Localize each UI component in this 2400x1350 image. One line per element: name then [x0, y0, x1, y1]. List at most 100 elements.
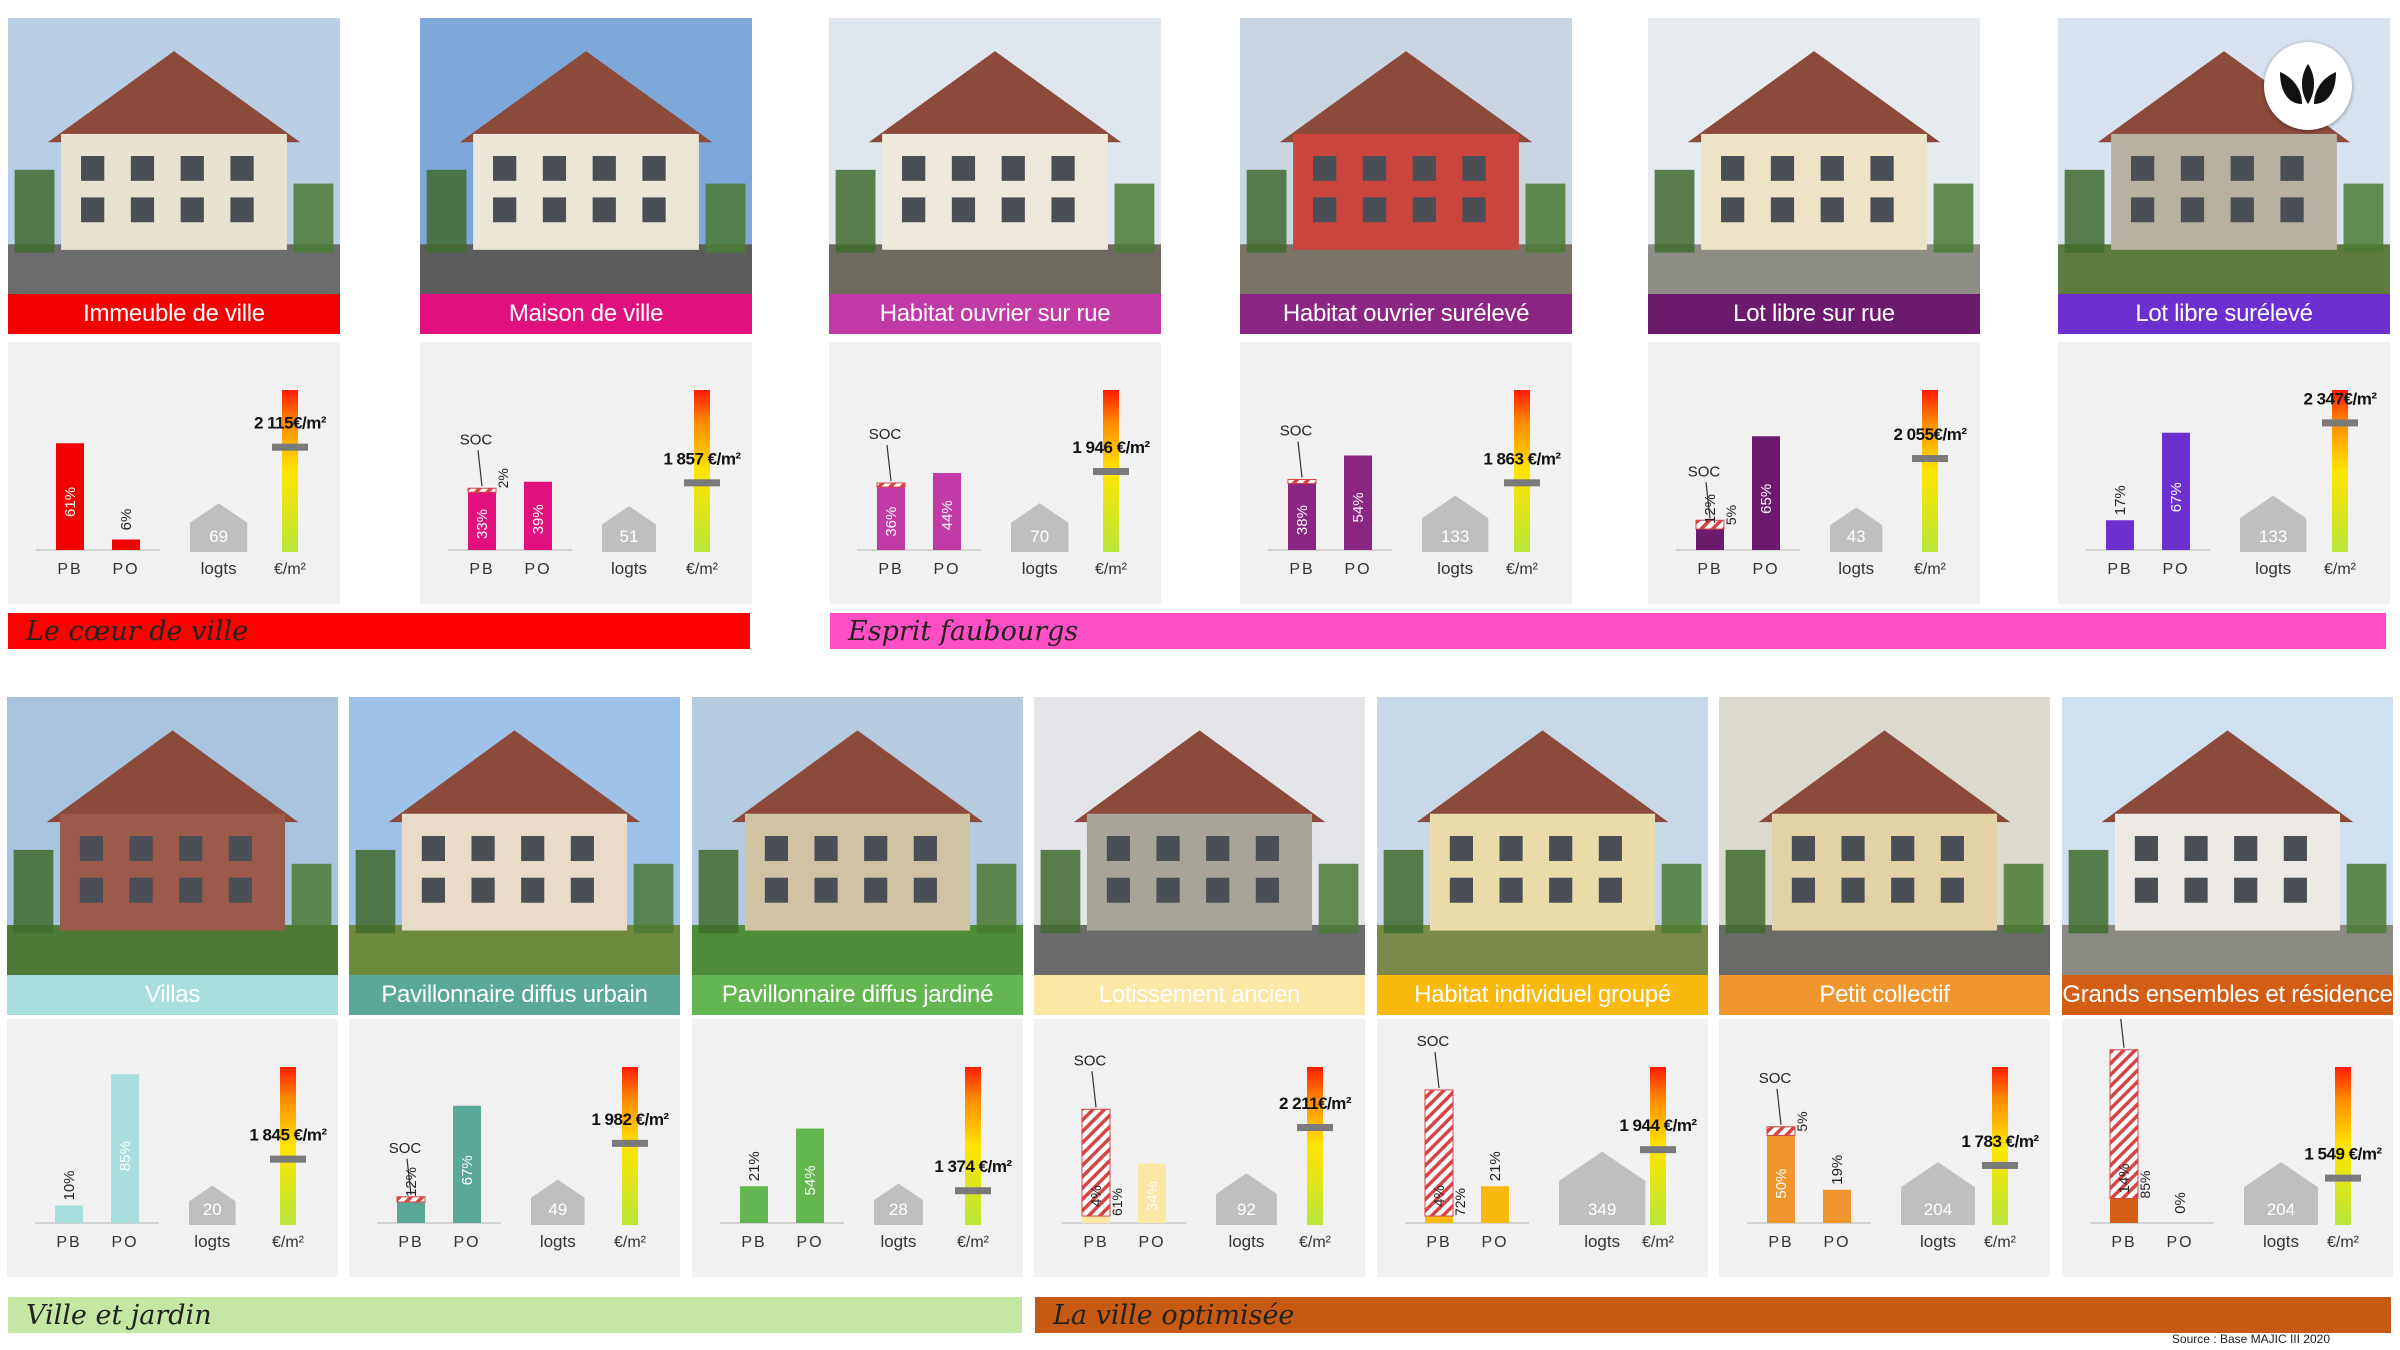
typology-title: Villas: [7, 975, 338, 1015]
soc-bar: [1424, 1089, 1454, 1217]
building-photo: [1240, 18, 1572, 294]
bar-value-label: 36%: [883, 507, 900, 537]
price-value: 1 374 €/m²: [934, 1157, 1012, 1176]
bar-value-label: 6%: [118, 509, 135, 531]
typology-card-lot-libre-sur-rue: Lot libre sur rue SOC 12% 65% 5% PB PO 43 logts 2…: [1648, 18, 1980, 604]
typology-title: Lot libre surélevé: [2058, 294, 2390, 334]
building-photo: [349, 697, 680, 975]
typology-title: Pavillonnaire diffus jardiné: [692, 975, 1023, 1015]
logements-label: logts: [1584, 1232, 1620, 1251]
house-icon: [1559, 1151, 1646, 1225]
price-marker: [270, 1155, 306, 1163]
building-photo: [7, 697, 338, 975]
pb-bar: [2106, 520, 2134, 550]
house-icon: [1901, 1162, 1975, 1225]
stats-panel: SOC 12% 67% PB PO 49 logts 1 982 €/m² €/m²: [349, 1019, 680, 1277]
typology-title: Lot libre sur rue: [1648, 294, 1980, 334]
logements-label: logts: [2255, 559, 2291, 578]
stats-panel: SOC 4% 21% 72% PB PO 349 logts 1 944 €/m² €/m²: [1377, 1019, 1708, 1277]
stats-panel: SOC 4% 34% 61% PB PO 92 logts 2 211€/m² €/m²: [1034, 1019, 1365, 1277]
stats-panel: SOC 36% 44% PB PO 70 logts 1 946 €/m² €/m²: [829, 342, 1161, 604]
pb-axis-label: PB: [1697, 561, 1722, 578]
typology-title: Habitat ouvrier sur rue: [829, 294, 1161, 334]
logements-count: 349: [1588, 1200, 1616, 1219]
stats-panel: 17% 67% PB PO 133 logts 2 347€/m² €/m²: [2058, 342, 2390, 604]
pb-axis-label: PB: [2111, 1234, 2136, 1251]
bar-value-label: 4%: [1431, 1185, 1448, 1207]
soc-value-label: 85%: [2137, 1170, 2153, 1198]
house-icon: [2240, 495, 2307, 552]
price-value: 2 211€/m²: [1279, 1094, 1352, 1113]
pb-axis-label: PB: [2107, 561, 2132, 578]
bar-value-label: 61%: [62, 487, 79, 517]
pb-bar: [1767, 1135, 1795, 1223]
po-bar: [111, 1074, 139, 1223]
bar-value-label: 10%: [61, 1170, 78, 1200]
pb-axis-label: PB: [1426, 1234, 1451, 1251]
po-bar: [2162, 432, 2190, 550]
po-axis-label: PO: [933, 561, 960, 578]
pb-bar: [468, 492, 496, 550]
pb-bar: [877, 487, 905, 550]
typology-card-pavillonnaire-diffus-urbain: Pavillonnaire diffus urbain SOC 12% 67% PB PO…: [349, 697, 680, 1277]
price-marker: [272, 443, 308, 451]
soc-label: SOC: [1280, 423, 1313, 440]
bar-value-label: 12%: [1702, 494, 1719, 524]
house-icon: [1830, 507, 1883, 552]
bar-value-label: 85%: [117, 1141, 134, 1171]
logements-label: logts: [1920, 1232, 1956, 1251]
typology-title: Habitat individuel groupé: [1377, 975, 1708, 1015]
pb-bar: [1696, 529, 1724, 550]
logements-label: logts: [194, 1232, 230, 1251]
leaf-logo-icon: [2264, 42, 2352, 130]
price-gauge: [282, 390, 298, 552]
po-axis-label: PO: [1752, 561, 1779, 578]
pb-axis-label: PB: [1289, 561, 1314, 578]
typology-card-pavillonnaire-diffus-jardine: Pavillonnaire diffus jardiné 21% 54% PB PO 28…: [692, 697, 1023, 1277]
band-esprit-faubourgs: Esprit faubourgs: [830, 613, 2386, 649]
logements-label: logts: [2263, 1232, 2299, 1251]
logements-count: 20: [203, 1200, 222, 1219]
price-gauge: [1992, 1067, 2008, 1225]
typology-title: Immeuble de ville: [8, 294, 340, 334]
building-photo: [8, 18, 340, 294]
bar-value-label: 44%: [939, 500, 956, 530]
building-photo: [829, 18, 1161, 294]
price-value: 1 982 €/m²: [591, 1110, 669, 1129]
price-marker: [955, 1187, 991, 1195]
soc-value-label: 61%: [1109, 1188, 1125, 1216]
bar-value-label: 65%: [1758, 484, 1775, 514]
pb-bar: [2110, 1198, 2138, 1223]
logements-count: 69: [209, 527, 228, 546]
soc-label: SOC: [1074, 1052, 1107, 1069]
pb-axis-label: PB: [398, 1234, 423, 1251]
price-marker: [1093, 468, 1129, 475]
bar-value-label: 0%: [2172, 1192, 2189, 1214]
logements-count: 51: [620, 527, 639, 546]
stats-panel: 61% 6% PB PO 69 logts 2 115€/m² €/m²: [8, 342, 340, 604]
pb-bar: [1425, 1216, 1453, 1223]
soc-bar: [467, 487, 497, 493]
price-marker: [684, 479, 720, 487]
price-axis-label: €/m²: [1095, 561, 1128, 578]
price-gauge: [2332, 390, 2348, 552]
pb-axis-label: PB: [56, 1234, 81, 1251]
soc-label: SOC: [1688, 463, 1721, 480]
house-icon: [874, 1183, 923, 1225]
logements-label: logts: [880, 1232, 916, 1251]
po-axis-label: PO: [1344, 561, 1371, 578]
price-axis-label: €/m²: [614, 1234, 647, 1251]
soc-bar: [2109, 1049, 2139, 1199]
bar-value-label: 67%: [459, 1155, 476, 1185]
stats-panel: SOC 38% 54% PB PO 133 logts 1 863 €/m² €/m²: [1240, 342, 1572, 604]
price-axis-label: €/m²: [1642, 1234, 1675, 1251]
typology-title: Lotissement ancien: [1034, 975, 1365, 1015]
price-gauge: [2335, 1067, 2351, 1225]
pb-bar: [397, 1202, 425, 1223]
pb-bar: [56, 443, 84, 550]
po-bar: [796, 1128, 824, 1223]
po-bar: [1752, 436, 1780, 550]
price-gauge: [694, 390, 710, 552]
logements-count: 133: [1441, 527, 1469, 546]
